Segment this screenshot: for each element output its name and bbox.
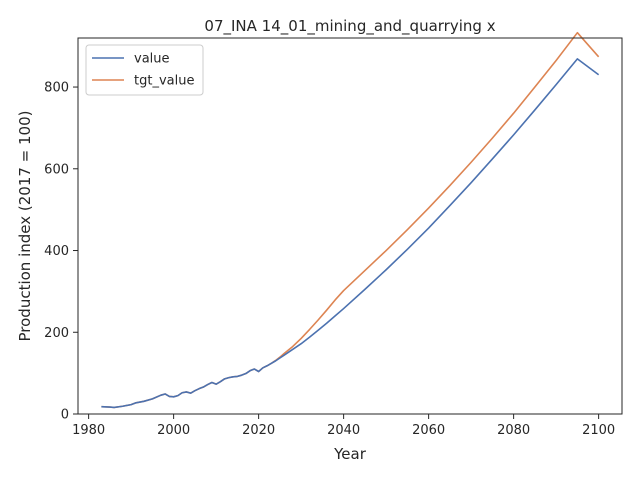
x-tick-label: 2020 [242, 423, 275, 438]
y-tick-label: 800 [44, 81, 69, 96]
x-tick-label: 1980 [72, 423, 105, 438]
x-tick-label: 2080 [497, 423, 530, 438]
x-tick-label: 2000 [157, 423, 190, 438]
y-tick-label: 0 [61, 408, 69, 423]
x-axis-title: Year [333, 445, 367, 463]
plot-frame [77, 37, 623, 415]
legend: value tgt_value [85, 44, 204, 96]
series-line-value [101, 58, 600, 409]
x-tick-label: 2100 [582, 423, 615, 438]
legend-label-value: value [134, 52, 170, 67]
x-tick-label: 2040 [327, 423, 360, 438]
legend-label-tgt-value: tgt_value [134, 74, 194, 89]
y-tick-label: 400 [44, 244, 69, 259]
y-axis-title: Production index (2017 = 100) [16, 111, 34, 342]
x-tick-label: 2060 [412, 423, 445, 438]
y-tick-label: 600 [44, 162, 69, 177]
y-tick-label: 200 [44, 326, 69, 341]
ticks: 1980 2000 2020 2040 2060 2080 2100 0 200 400 600 80… [44, 81, 615, 438]
series-lines [101, 31, 600, 409]
chart-title: 07_INA 14_01_mining_and_quarrying x [204, 17, 495, 36]
